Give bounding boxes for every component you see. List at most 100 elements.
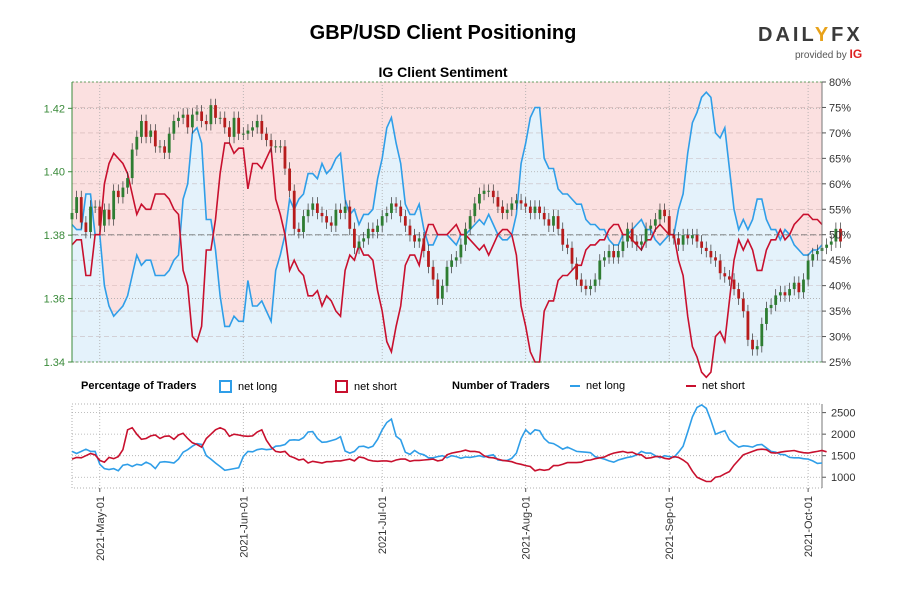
- candle-body: [107, 209, 111, 220]
- candle-body: [834, 228, 838, 242]
- candle-body: [718, 260, 722, 274]
- candle-body: [237, 117, 241, 134]
- candle-body: [626, 228, 629, 242]
- candle-body: [116, 190, 120, 198]
- legend-pct-title: Percentage of Traders: [81, 380, 197, 392]
- legend-num-title: Number of Traders: [452, 380, 550, 392]
- candle-body: [839, 228, 842, 242]
- candle-body: [482, 190, 486, 194]
- candle-body: [112, 190, 116, 220]
- candle-body: [269, 140, 273, 147]
- candle-body: [635, 241, 639, 245]
- candle-body: [658, 209, 662, 220]
- candle-body: [760, 323, 764, 347]
- left-tick-label: 1.34: [44, 357, 65, 369]
- candle-body: [704, 247, 708, 252]
- left-tick-label: 1.40: [44, 167, 65, 179]
- candle-body: [126, 178, 129, 188]
- count-tick-label: 1000: [831, 472, 855, 484]
- candle-body: [158, 146, 162, 148]
- candle-body: [431, 266, 435, 280]
- candle-body: [79, 197, 83, 223]
- chart-title: GBP/USD Client Positioning: [309, 22, 577, 44]
- candle-body: [348, 206, 352, 229]
- candle-body: [93, 206, 97, 208]
- candle-body: [533, 206, 537, 213]
- candle-body: [121, 187, 125, 198]
- candle-body: [579, 279, 583, 286]
- left-tick-label: 1.36: [44, 294, 65, 306]
- candle-body: [339, 209, 342, 213]
- count-tick-label: 1500: [831, 451, 855, 463]
- candle-body: [251, 127, 254, 131]
- candle-body: [306, 209, 310, 217]
- right-tick-label: 45%: [829, 255, 851, 267]
- right-tick-label: 60%: [829, 179, 851, 191]
- candle-body: [436, 279, 440, 299]
- candle-body: [75, 197, 79, 213]
- candle-body: [288, 168, 291, 191]
- right-tick-label: 70%: [829, 128, 851, 140]
- candle-body: [427, 251, 430, 267]
- candle-body: [515, 200, 518, 204]
- candle-body: [403, 216, 407, 226]
- candle-body: [209, 105, 213, 125]
- candle-body: [524, 203, 528, 207]
- candle-body: [228, 127, 231, 137]
- candle-body: [292, 190, 296, 229]
- candle-body: [598, 260, 602, 280]
- candle-body: [603, 257, 606, 261]
- candle-body: [677, 238, 680, 245]
- right-tick-label: 50%: [829, 230, 851, 242]
- candle-body: [186, 114, 190, 128]
- candle-body: [575, 263, 579, 280]
- candle-body: [552, 216, 555, 226]
- x-tick-label: 2021-Jun-01: [238, 496, 250, 558]
- chart-subtitle: IG Client Sentiment: [378, 64, 508, 80]
- candle-body: [806, 260, 810, 280]
- candle-body: [459, 244, 463, 258]
- candle-body: [746, 311, 750, 340]
- candle-body: [232, 117, 236, 137]
- candle-body: [778, 292, 782, 296]
- right-tick-label: 75%: [829, 102, 851, 114]
- candle-body: [241, 133, 245, 135]
- candle-body: [353, 228, 356, 248]
- x-tick-label: 2021-May-01: [95, 496, 107, 561]
- candle-body: [98, 206, 102, 226]
- candle-body: [825, 244, 829, 248]
- candle-body: [394, 203, 398, 207]
- candle-body: [315, 203, 319, 213]
- candle-body: [519, 200, 523, 204]
- candle-body: [380, 216, 384, 226]
- candle-body: [325, 216, 329, 223]
- candle-body: [700, 241, 704, 248]
- candle-body: [765, 308, 768, 324]
- candle-body: [792, 282, 796, 290]
- candle-body: [181, 114, 185, 118]
- candle-body: [84, 222, 88, 232]
- x-tick-label: 2021-Aug-01: [521, 496, 533, 560]
- candle-body: [667, 216, 671, 236]
- legend-num-long: net long: [570, 380, 625, 392]
- right-tick-label: 40%: [829, 281, 851, 293]
- candle-body: [390, 203, 393, 213]
- count-tick-label: 2000: [831, 429, 855, 441]
- candle-body: [265, 133, 268, 141]
- candle-body: [644, 228, 648, 242]
- candle-body: [468, 216, 472, 229]
- right-tick-label: 35%: [829, 306, 851, 318]
- candle-body: [741, 298, 745, 312]
- candle-body: [417, 238, 421, 242]
- candle-body: [797, 282, 801, 293]
- candle-body: [445, 266, 449, 286]
- net-short-count-line: [71, 426, 827, 483]
- candle-body: [556, 216, 560, 229]
- candle-body: [408, 225, 412, 236]
- candle-body: [690, 235, 694, 239]
- candle-body: [177, 117, 180, 122]
- candle-body: [487, 190, 491, 192]
- candle-body: [450, 260, 454, 267]
- candle-body: [302, 216, 305, 232]
